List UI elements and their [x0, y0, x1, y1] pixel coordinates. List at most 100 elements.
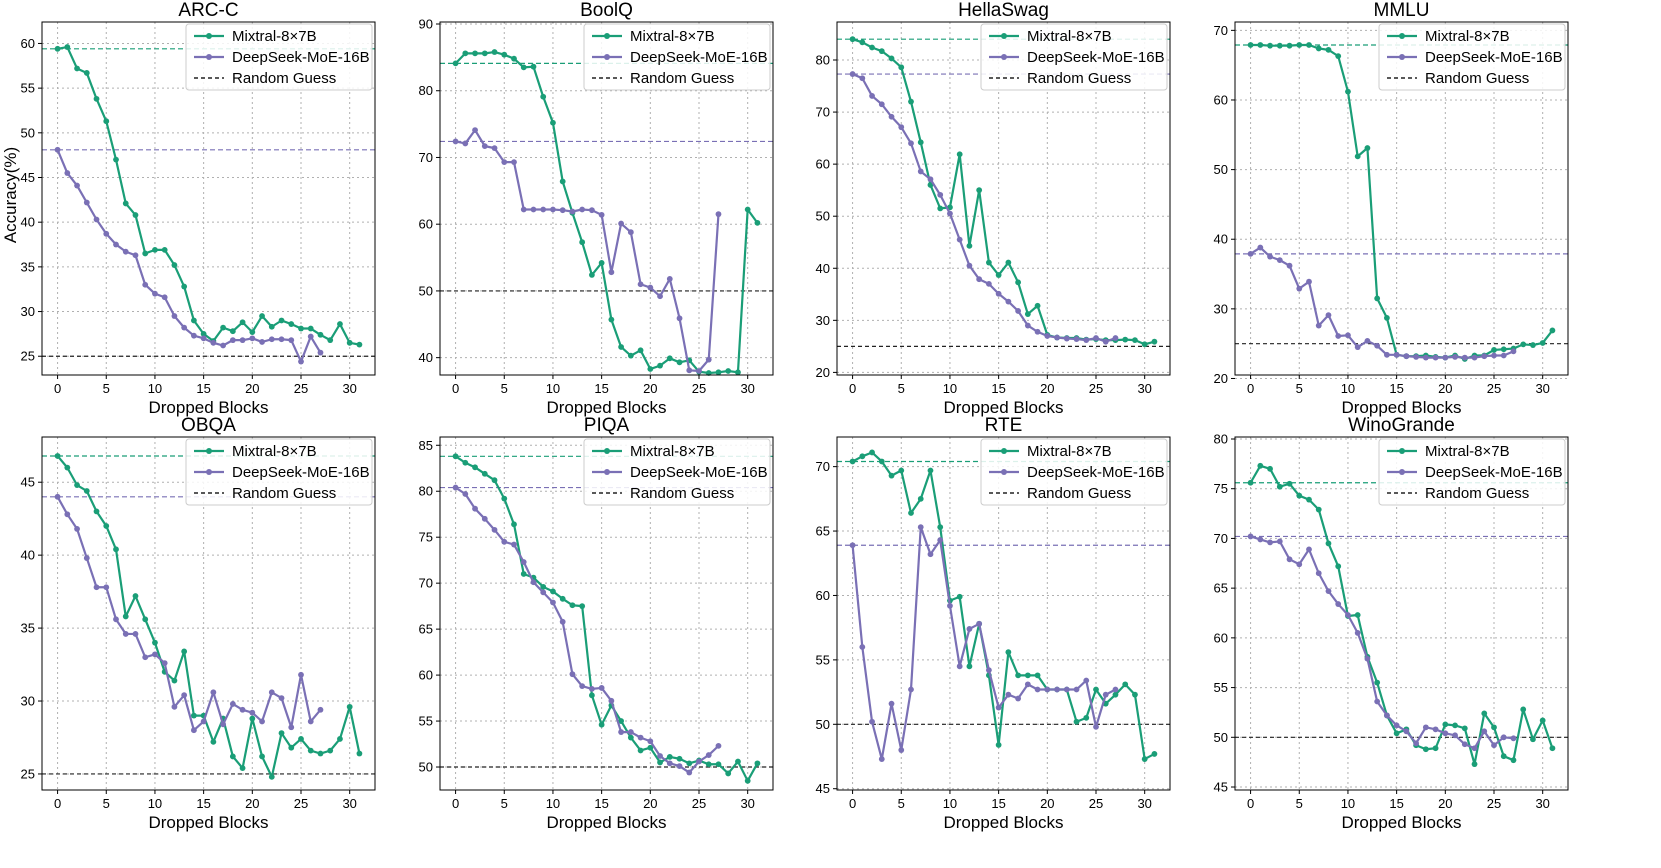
deepseek-series-line — [56, 149, 322, 363]
x-tick-label: 30 — [1137, 796, 1151, 811]
x-tick-label: 0 — [1247, 796, 1254, 811]
deepseek-point — [1413, 740, 1420, 747]
mixtral-point — [676, 755, 683, 762]
mixtral-point — [161, 246, 168, 253]
mixtral-point — [307, 747, 314, 754]
mixtral-point — [152, 246, 158, 253]
deepseek-point — [608, 269, 615, 276]
deepseek-point — [113, 241, 119, 248]
legend-label: Random Guess — [1425, 70, 1529, 87]
y-tick-label: 30 — [21, 304, 35, 319]
deepseek-point — [1383, 351, 1390, 358]
legend-key-mixtral-marker — [1399, 448, 1405, 454]
deepseek-point — [1422, 354, 1429, 361]
deepseek-point — [1374, 342, 1381, 349]
deepseek-point — [859, 644, 866, 650]
legend: Mixtral-8×7B DeepSeek-MoE-16B Random Guess — [583, 438, 771, 506]
legend-key-mixtral-marker — [1001, 448, 1007, 454]
x-tick-label: 0 — [54, 381, 61, 396]
mixtral-point — [142, 250, 149, 257]
y-tick-label: 60 — [1214, 630, 1228, 645]
legend-key-deepseek-marker — [604, 54, 610, 60]
x-tick-label: 15 — [1389, 796, 1403, 811]
mixtral-point — [83, 488, 90, 494]
legend-label: Mixtral-8×7B — [1027, 28, 1112, 45]
deepseek-point — [559, 207, 566, 214]
y-tick-label: 70 — [1214, 531, 1228, 546]
x-tick-label: 10 — [1341, 796, 1355, 811]
y-tick-label: 45 — [1214, 780, 1228, 795]
deepseek-point — [161, 294, 168, 301]
deepseek-point — [491, 526, 498, 533]
mixtral-point — [1539, 717, 1546, 724]
deepseek-series-line — [455, 129, 720, 373]
deepseek-point — [966, 262, 973, 269]
legend-label: DeepSeek-MoE-16B — [630, 464, 768, 481]
x-tick-label: 5 — [1296, 381, 1303, 396]
deepseek-point — [1112, 686, 1119, 693]
mixtral-point — [1393, 730, 1400, 737]
deepseek-point — [1073, 686, 1080, 693]
y-tick-label: 75 — [1214, 481, 1228, 496]
panel-title: PIQA — [584, 415, 630, 436]
mixtral-point — [1267, 465, 1273, 472]
mixtral-point — [598, 721, 605, 728]
deepseek-point — [647, 284, 654, 291]
y-tick-label: 70 — [816, 459, 830, 474]
mixtral-point — [1471, 761, 1478, 768]
mixtral-point — [1335, 53, 1342, 60]
mixtral-point — [501, 51, 508, 58]
deepseek-point — [530, 579, 537, 586]
x-axis-label: Dropped Blocks — [1341, 398, 1461, 417]
deepseek-point — [1403, 728, 1410, 735]
deepseek-point — [937, 191, 944, 198]
deepseek-series-line — [852, 73, 1116, 343]
deepseek-point — [298, 358, 304, 365]
x-tick-label: 30 — [1137, 381, 1151, 396]
panel-title: ARC-C — [178, 0, 238, 21]
deepseek-point — [171, 703, 178, 710]
deepseek-point — [1432, 726, 1439, 733]
x-tick-label: 5 — [103, 381, 110, 396]
deepseek-point — [1452, 732, 1458, 739]
mixtral-point — [122, 200, 129, 207]
mixtral-point — [956, 151, 963, 158]
y-tick-label: 80 — [816, 53, 830, 68]
mixtral-point — [588, 692, 595, 699]
x-tick-label: 10 — [148, 381, 162, 396]
mixtral-point — [917, 139, 924, 146]
mixtral-point — [511, 521, 517, 528]
y-tick-label: 80 — [1214, 431, 1228, 446]
deepseek-point — [1034, 328, 1041, 335]
legend-label: Mixtral-8×7B — [630, 443, 715, 460]
mixtral-point — [618, 344, 625, 350]
legend-box — [980, 23, 1168, 91]
deepseek-point — [93, 216, 100, 223]
deepseek-point — [917, 524, 924, 531]
x-tick-label: 25 — [294, 796, 308, 811]
mixtral-point — [657, 759, 663, 766]
mixtral-point — [666, 355, 673, 362]
deepseek-point — [481, 143, 488, 150]
mixtral-point — [647, 744, 654, 751]
mixtral-series-line — [57, 45, 360, 346]
plot-frame — [1234, 436, 1569, 791]
x-tick-label: 10 — [943, 796, 957, 811]
x-tick-label: 30 — [1535, 796, 1549, 811]
legend-box — [980, 438, 1168, 506]
deepseek-point — [1491, 742, 1497, 749]
deepseek-point — [481, 515, 488, 522]
mixtral-point — [676, 359, 683, 366]
legend-label: DeepSeek-MoE-16B — [232, 49, 370, 66]
deepseek-point — [705, 752, 712, 758]
mixtral-point — [1374, 295, 1381, 302]
deepseek-point — [1044, 333, 1051, 339]
mixtral-point — [1024, 672, 1031, 679]
y-tick-label: 50 — [419, 283, 433, 298]
y-tick-label: 60 — [816, 157, 830, 172]
deepseek-point — [540, 206, 547, 213]
mixtral-point — [1141, 756, 1148, 762]
y-tick-label: 60 — [1214, 92, 1228, 107]
x-axis-label: Dropped Blocks — [546, 398, 666, 417]
deepseek-point — [869, 718, 875, 725]
